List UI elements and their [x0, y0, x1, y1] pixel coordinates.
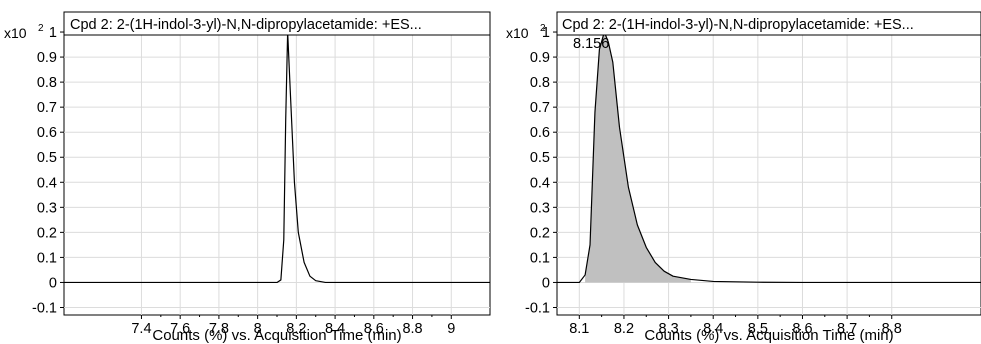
- y-multiplier-exponent: 2: [38, 23, 44, 34]
- chromatogram-panel-right: Cpd 2: 2-(1H-indol-3-yl)-N,N-dipropylace…: [506, 11, 981, 344]
- x-tick-label: 7.4: [131, 321, 151, 337]
- y-tick-label: 0: [542, 275, 550, 291]
- y-tick-label: 0.8: [530, 75, 550, 91]
- y-tick-label: 0.5: [37, 150, 57, 166]
- y-tick-label: 1: [542, 25, 550, 41]
- x-tick-label: 8.6: [792, 321, 812, 337]
- y-tick-label: 0.8: [37, 75, 57, 91]
- x-tick-label: 8.5: [748, 321, 768, 337]
- y-tick-label: 0.3: [37, 200, 57, 216]
- y-tick-label: 1: [49, 25, 57, 41]
- y-tick-label: -0.1: [525, 300, 550, 316]
- y-tick-label: 0.6: [37, 125, 57, 141]
- y-tick-label: 0.1: [37, 250, 57, 266]
- x-tick-label: 8.2: [286, 321, 306, 337]
- chromatogram-series: [64, 31, 490, 284]
- y-multiplier-exponent: 2: [540, 23, 546, 34]
- peak-area-fill: [585, 32, 691, 283]
- peak-label: 8.156: [573, 36, 609, 52]
- x-tick-label: 7.8: [209, 321, 229, 337]
- x-tick-label: 8.4: [703, 321, 723, 337]
- chart-title-box: [556, 11, 981, 36]
- plot-frame: [63, 11, 491, 316]
- x-tick-label: 8.6: [364, 321, 384, 337]
- x-tick-label: 8: [254, 321, 262, 337]
- x-axis-ticks: 7.4 7.6 7.8 8 8.2 8.4 8.6 8.8 9: [131, 315, 455, 337]
- grid-lines: [64, 31, 490, 315]
- chart-title: Cpd 2: 2-(1H-indol-3-yl)-N,N-dipropylace…: [562, 17, 914, 33]
- y-axis-ticks: -0.1 0 0.1 0.2 0.3 0.4 0.5 0.6 0.7 0.8 0.9 1: [32, 25, 64, 316]
- y-axis-ticks: -0.1 0 0.1 0.2 0.3 0.4 0.5 0.6 0.7 0.8 0.9 1: [525, 25, 557, 316]
- y-tick-label: -0.1: [32, 300, 57, 316]
- y-tick-label: 0.7: [530, 100, 550, 116]
- x-tick-label: 8.3: [658, 321, 678, 337]
- chromatogram-panel-left: Cpd 2: 2-(1H-indol-3-yl)-N,N-dipropylace…: [4, 11, 491, 344]
- y-tick-label: 0.5: [530, 150, 550, 166]
- y-multiplier: x10: [4, 25, 27, 41]
- y-tick-label: 0.4: [37, 175, 57, 191]
- x-tick-label: 9: [447, 321, 455, 337]
- y-tick-label: 0.3: [530, 200, 550, 216]
- y-tick-label: 0.9: [530, 50, 550, 66]
- x-tick-label: 8.4: [325, 321, 345, 337]
- x-tick-label: 7.6: [170, 321, 190, 337]
- y-tick-label: 0.7: [37, 100, 57, 116]
- y-tick-label: 0.9: [37, 50, 57, 66]
- chart-title-box: [63, 11, 491, 36]
- y-tick-label: 0.2: [37, 225, 57, 241]
- x-tick-label: 8.8: [882, 321, 902, 337]
- x-axis-label: Counts (%) vs. Acquisition Time (min): [152, 327, 401, 344]
- x-tick-label: 8.8: [402, 321, 422, 337]
- x-axis-label: Counts (%) vs. Acquisition Time (min): [644, 327, 893, 344]
- chart-title: Cpd 2: 2-(1H-indol-3-yl)-N,N-dipropylace…: [70, 17, 422, 33]
- x-tick-label: 8.2: [614, 321, 634, 337]
- y-multiplier: x10: [506, 25, 529, 41]
- y-tick-label: 0.6: [530, 125, 550, 141]
- signal-line: [64, 31, 490, 284]
- signal-line: [557, 31, 981, 284]
- y-tick-label: 0: [49, 275, 57, 291]
- y-tick-label: 0.2: [530, 225, 550, 241]
- chromatogram-series: [557, 31, 981, 284]
- x-axis-ticks: 8.1 8.2 8.3 8.4 8.5 8.6 8.7 8.8: [569, 315, 902, 337]
- x-tick-label: 8.1: [569, 321, 589, 337]
- y-tick-label: 0.1: [530, 250, 550, 266]
- y-tick-label: 0.4: [530, 175, 550, 191]
- x-tick-label: 8.7: [837, 321, 857, 337]
